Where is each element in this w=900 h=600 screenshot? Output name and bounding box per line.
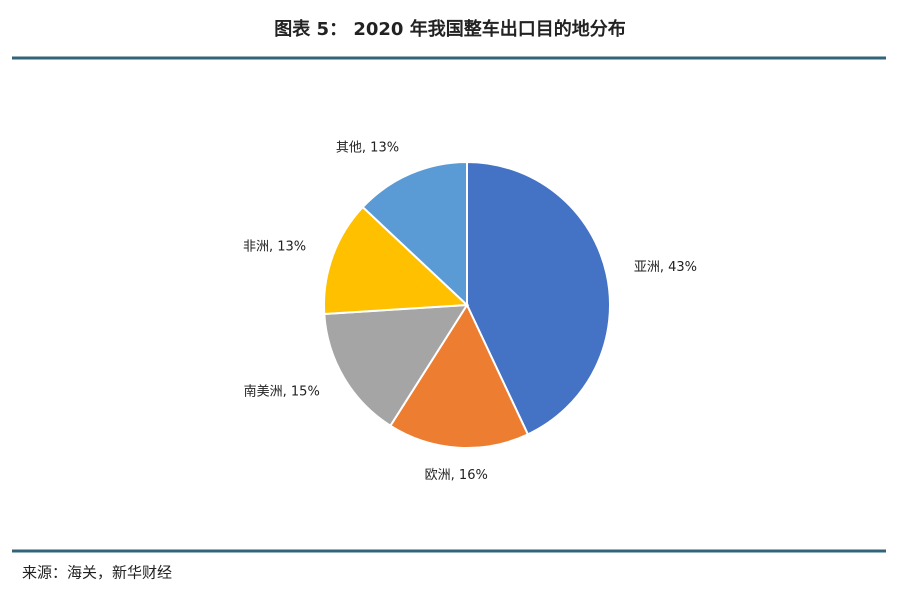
data-label: 非洲, 13%: [243, 240, 306, 255]
pie-slice: [388, 302, 530, 449]
pie-slice: [323, 205, 470, 316]
data-label: 南美洲, 15%: [244, 384, 320, 400]
pie-slice: [323, 303, 469, 428]
data-label: 欧洲, 16%: [425, 468, 488, 483]
chart-title: 图表 5： 2020 年我国整车出口目的地分布: [274, 18, 625, 40]
pie-slice: [361, 160, 468, 308]
data-label: 其他, 13%: [336, 141, 399, 156]
data-label: 亚洲, 43%: [634, 260, 697, 275]
source-note: 来源：海关，新华财经: [22, 564, 172, 582]
pie-slice: [466, 160, 611, 436]
